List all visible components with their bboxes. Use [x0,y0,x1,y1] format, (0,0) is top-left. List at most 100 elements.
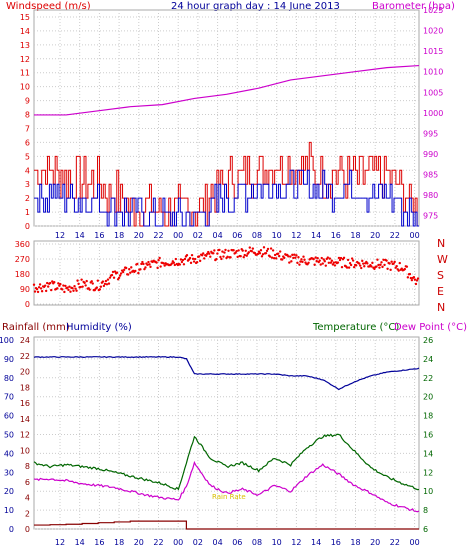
windspeed-tick-label: 2 [25,194,30,203]
direction-point [393,260,396,264]
direction-point [328,257,332,260]
direction-point [313,263,316,266]
direction-point [222,255,225,258]
wind-x-tick-label: 22 [390,231,400,240]
rainfall-tick-label: 18 [20,383,30,392]
direction-point [408,272,412,276]
direction-point [146,263,149,267]
direction-tick-label: 180 [15,270,30,279]
climate-x-tick-label: 00 [173,538,183,547]
direction-point [88,288,91,291]
direction-point [200,254,204,257]
direction-point [266,247,270,251]
windspeed-tick-label: 15 [20,13,30,22]
temperature-tick-label: 10 [423,487,433,496]
wind-x-tick-label: 20 [370,231,380,240]
direction-point [262,246,266,249]
direction-point [81,285,84,288]
direction-point [76,279,79,282]
direction-point [189,261,193,265]
humidity-tick-label: 60 [4,412,14,421]
direction-point [56,287,59,290]
direction-point [242,255,245,259]
direction-point [273,253,277,257]
direction-point [130,266,133,269]
direction-point [226,255,229,258]
wind-x-tick-label: 22 [153,231,163,240]
direction-tick-label: 270 [15,255,30,264]
direction-point [350,257,354,260]
direction-point [319,263,322,266]
direction-point [409,276,413,280]
direction-point [121,270,125,274]
direction-point [141,260,144,264]
direction-point [163,264,166,267]
direction-point [216,252,219,255]
direction-point [128,268,131,271]
direction-point [324,264,327,267]
direction-point [390,260,393,263]
climate-x-tick-label: 22 [390,538,400,547]
direction-point [148,263,151,266]
barometer-line [34,64,420,116]
direction-point [193,257,197,261]
windspeed-tick-label: 5 [25,152,30,161]
direction-point [232,249,235,252]
dewpoint-line [33,460,420,513]
compass-label: N [437,301,445,314]
wind-x-tick-label: 10 [272,231,282,240]
direction-point [218,248,221,252]
direction-point [318,259,321,262]
direction-point [342,256,346,260]
direction-point [256,252,260,256]
temperature-tick-label: 26 [423,336,433,345]
direction-point [85,279,88,283]
barometer-axis-label: Barometer (hpa) [372,1,455,12]
direction-point [362,262,365,265]
temperature-tick-label: 14 [423,449,433,458]
temperature-tick-label: 8 [423,506,428,515]
direction-point [294,256,297,259]
direction-point [358,262,361,265]
wind-x-tick-label: 18 [114,231,124,240]
rainfall-axis-label: Rainfall (mm) [2,322,70,333]
humidity-tick-label: 90 [4,355,14,364]
direction-point [147,260,150,264]
direction-point [329,261,333,264]
direction-point [127,273,130,276]
windspeed-axis-label: Windspeed (m/s) [6,1,91,12]
direction-point [340,265,344,269]
direction-point [241,249,244,252]
direction-point [248,246,252,249]
windspeed-tick-label: 4 [25,166,30,175]
humidity-tick-label: 70 [4,393,14,402]
direction-point [182,263,186,266]
direction-point [212,252,215,255]
climate-x-tick-label: 16 [94,538,104,547]
direction-point [338,258,342,262]
direction-point [299,260,302,263]
direction-point [112,276,116,279]
direction-point [236,255,239,259]
direction-point [261,253,265,256]
direction-point [134,269,137,273]
direction-point [297,256,300,259]
direction-point [149,265,152,269]
compass-label: W [437,253,448,266]
direction-point [44,289,48,293]
direction-point [345,266,349,269]
climate-x-tick-label: 02 [193,538,203,547]
barometer-tick-label: 980 [423,191,438,200]
wind-x-tick-label: 14 [311,231,321,240]
direction-point [51,280,54,283]
direction-point [83,281,86,285]
direction-point [124,266,128,270]
direction-point [72,289,75,292]
humidity-tick-label: 0 [9,525,14,534]
barometer-tick-label: 1025 [423,6,443,15]
direction-point [170,262,173,265]
direction-point [359,264,362,267]
rainfall-tick-label: 12 [20,431,30,440]
direction-point [107,282,111,285]
direction-point [383,263,386,267]
